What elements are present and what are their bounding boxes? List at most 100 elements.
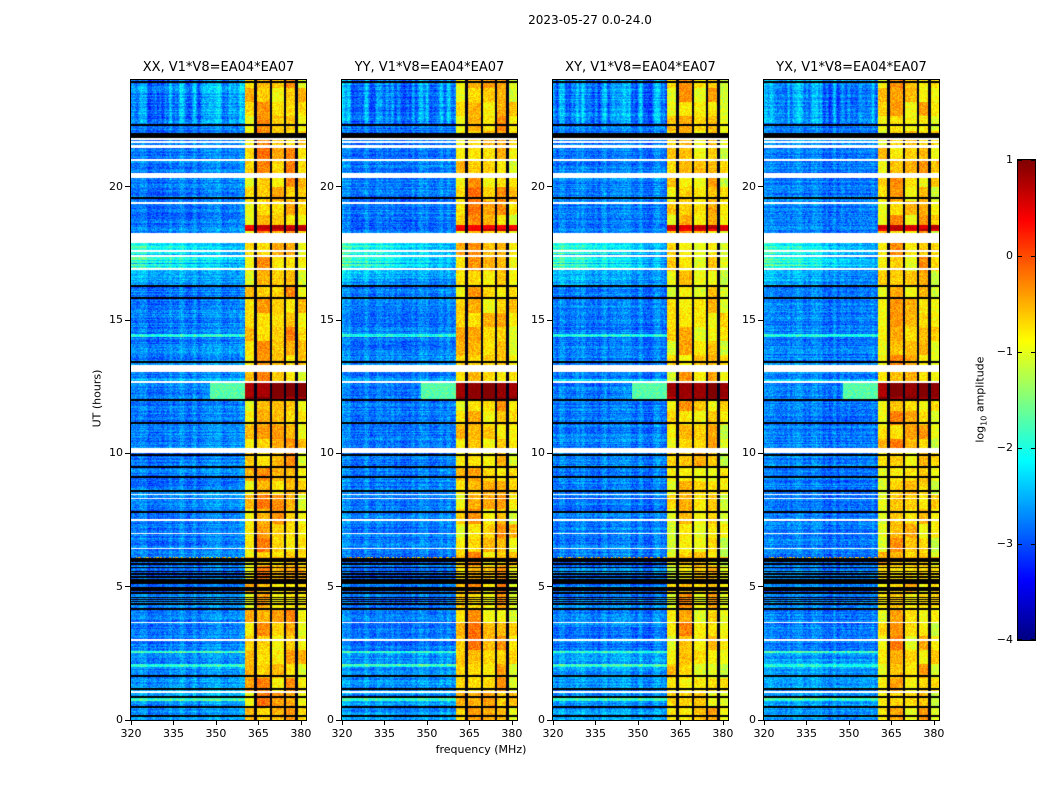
y-tick-label: 5 [116, 579, 123, 593]
y-tick-label: 0 [327, 713, 334, 726]
x-tick-label: 350 [627, 727, 649, 740]
y-tick [125, 319, 130, 321]
x-tick-label: 380 [923, 727, 945, 740]
colorbar [1017, 159, 1036, 641]
x-tick [891, 721, 893, 725]
x-tick-label: 335 [584, 727, 606, 740]
y-tick [547, 186, 552, 188]
y-tick [336, 719, 341, 721]
y-tick [336, 452, 341, 454]
y-tick-label: 15 [109, 313, 123, 326]
x-tick [637, 721, 639, 725]
x-tick [173, 721, 175, 725]
panel-xx-heatmap [130, 79, 307, 721]
y-tick [547, 452, 552, 454]
colorbar-tick [1018, 638, 1022, 640]
y-tick-label: 20 [742, 179, 756, 193]
colorbar-tick-label: 0 [1006, 249, 1013, 262]
colorbar-tick [1018, 543, 1022, 545]
x-tick-label: 350 [838, 727, 860, 740]
heatmap-canvas-xx [131, 80, 306, 720]
x-tick [722, 721, 724, 725]
x-tick-label: 365 [247, 727, 269, 740]
x-tick [806, 721, 808, 725]
x-tick [469, 721, 471, 725]
colorbar-tick-label: −3 [996, 537, 1013, 550]
x-tick [511, 721, 513, 725]
y-tick-label: 5 [327, 579, 334, 593]
y-tick [125, 186, 130, 188]
x-tick-label: 350 [416, 727, 438, 740]
x-tick-label: 380 [712, 727, 734, 740]
x-tick [258, 721, 260, 725]
x-tick [384, 721, 386, 725]
colorbar-tick-label: −4 [996, 633, 1013, 646]
x-tick [764, 721, 765, 725]
colorbar-tick-label: 1 [1006, 153, 1013, 166]
y-tick [125, 586, 130, 588]
y-tick-label: 15 [742, 313, 756, 326]
panel-yy-title: YY, V1*V8=EA04*EA07 [354, 60, 505, 75]
heatmap-canvas-yy [342, 80, 517, 720]
x-tick-label: 335 [373, 727, 395, 740]
y-tick-label: 10 [320, 446, 334, 460]
x-tick-label: 380 [501, 727, 523, 740]
y-axis-label: UT (hours) [90, 369, 104, 428]
y-tick [758, 586, 763, 588]
y-tick-label: 15 [531, 313, 545, 326]
x-tick [680, 721, 682, 725]
y-tick-label: 5 [749, 579, 756, 593]
x-tick [848, 721, 850, 725]
x-axis-label: frequency (MHz) [435, 743, 527, 756]
x-tick-label: 380 [290, 727, 312, 740]
y-tick [758, 319, 763, 321]
x-tick [131, 721, 132, 725]
x-tick-label: 335 [162, 727, 184, 740]
colorbar-tick-inner [1031, 351, 1035, 353]
panel-yx-heatmap [763, 79, 940, 721]
x-tick [933, 721, 935, 725]
y-tick-label: 5 [538, 579, 545, 593]
y-tick [125, 719, 130, 721]
colorbar-tick-inner [1031, 543, 1035, 545]
x-tick [300, 721, 302, 725]
y-tick [758, 186, 763, 188]
y-tick-label: 10 [109, 446, 123, 460]
x-tick-label: 365 [458, 727, 480, 740]
x-tick-label: 320 [331, 727, 353, 740]
x-tick [215, 721, 217, 725]
panel-xx-title: XX, V1*V8=EA04*EA07 [142, 60, 295, 75]
x-tick-label: 320 [542, 727, 564, 740]
colorbar-tick [1018, 447, 1022, 449]
x-tick [342, 721, 343, 725]
panel-yy-heatmap [341, 79, 518, 721]
y-tick [125, 452, 130, 454]
panel-xy-title: XY, V1*V8=EA04*EA07 [565, 60, 716, 75]
x-tick-label: 320 [753, 727, 775, 740]
colorbar-tick-inner [1031, 159, 1035, 161]
x-tick-label: 365 [880, 727, 902, 740]
y-tick [547, 319, 552, 321]
y-tick [758, 719, 763, 721]
y-tick-label: 20 [109, 179, 123, 193]
y-tick-label: 20 [320, 179, 334, 193]
y-tick [336, 586, 341, 588]
y-tick [758, 452, 763, 454]
x-tick-label: 335 [795, 727, 817, 740]
y-tick [547, 586, 552, 588]
x-tick [426, 721, 428, 725]
heatmap-canvas-yx [764, 80, 939, 720]
y-tick-label: 10 [531, 446, 545, 460]
x-tick-label: 320 [120, 727, 142, 740]
figure-title: 2023-05-27 0.0-24.0 [528, 13, 652, 27]
colorbar-tick-label: −2 [996, 441, 1013, 454]
y-tick-label: 10 [742, 446, 756, 460]
y-tick-label: 0 [538, 713, 545, 726]
colorbar-tick-inner [1031, 255, 1035, 257]
x-tick-label: 350 [205, 727, 227, 740]
heatmap-canvas-xy [553, 80, 728, 720]
y-tick [336, 319, 341, 321]
y-tick [336, 186, 341, 188]
y-tick-label: 0 [116, 713, 123, 726]
